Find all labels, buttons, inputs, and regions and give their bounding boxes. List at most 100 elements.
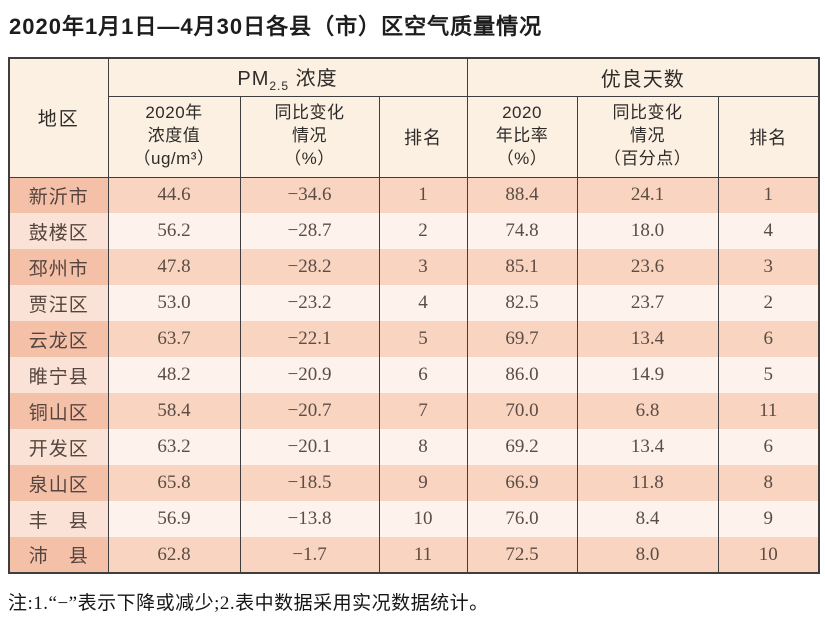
good-ratio-cell: 66.9 — [466, 465, 578, 501]
region-cell: 铜山区 — [8, 393, 109, 429]
pm-change-cell: −23.2 — [239, 285, 380, 321]
table-row: 沛 县 62.8 −1.7 11 72.5 8.0 10 — [8, 537, 820, 573]
table-row: 新沂市 44.6 −34.6 1 88.4 24.1 1 — [8, 177, 820, 213]
good-change-cell: 18.0 — [576, 213, 719, 249]
good-ratio-cell: 69.7 — [466, 321, 578, 357]
table-row: 邳州市 47.8 −28.2 3 85.1 23.6 3 — [8, 249, 820, 285]
table-body: 新沂市 44.6 −34.6 1 88.4 24.1 1 鼓楼区 56.2 −2… — [8, 177, 820, 573]
air-quality-table: 地区 PM2.5 浓度 优良天数 2020年 浓度值 （ug/m³） 同比变化 … — [8, 57, 820, 574]
good-change-cell: 13.4 — [576, 429, 719, 465]
header-line: 2020年 — [145, 103, 203, 123]
table-row: 铜山区 58.4 −20.7 7 70.0 6.8 11 — [8, 393, 820, 429]
pm-change-cell: −20.7 — [239, 393, 380, 429]
pm-rank-cell: 10 — [378, 501, 468, 537]
pm-rank-cell: 4 — [378, 285, 468, 321]
good-change-cell: 14.9 — [576, 357, 719, 393]
good-rank-cell: 1 — [717, 177, 820, 213]
header-line: （ug/m³） — [133, 148, 215, 168]
good-ratio-cell: 74.8 — [466, 213, 578, 249]
column-header-pm-rank: 排名 — [378, 96, 468, 178]
footnote: 注:1.“−”表示下降或减少;2.表中数据采用实况数据统计。 — [8, 593, 489, 614]
good-change-cell: 11.8 — [576, 465, 719, 501]
good-change-cell: 23.7 — [576, 285, 719, 321]
region-cell: 泉山区 — [8, 465, 109, 501]
column-group-good-days: 优良天数 — [466, 58, 820, 97]
good-rank-cell: 8 — [717, 465, 820, 501]
column-header-region: 地区 — [8, 58, 109, 178]
header-line: （百分点） — [603, 148, 692, 168]
pm-change-cell: −34.6 — [239, 177, 380, 213]
good-rank-cell: 9 — [717, 501, 820, 537]
header-line: （%） — [496, 148, 548, 168]
pm-change-cell: −1.7 — [239, 537, 380, 573]
pm-value-cell: 63.7 — [107, 321, 241, 357]
pm-value-cell: 44.6 — [107, 177, 241, 213]
pm-rank-cell: 3 — [378, 249, 468, 285]
pm-value-cell: 53.0 — [107, 285, 241, 321]
pm-value-cell: 63.2 — [107, 429, 241, 465]
good-change-cell: 6.8 — [576, 393, 719, 429]
column-header-good-change: 同比变化 情况 （百分点） — [576, 96, 719, 178]
good-ratio-cell: 86.0 — [466, 357, 578, 393]
pm-value-cell: 48.2 — [107, 357, 241, 393]
header-line: 情况 — [630, 126, 665, 146]
good-ratio-cell: 69.2 — [466, 429, 578, 465]
good-ratio-cell: 72.5 — [466, 537, 578, 573]
good-rank-cell: 4 — [717, 213, 820, 249]
region-cell: 开发区 — [8, 429, 109, 465]
good-rank-cell: 3 — [717, 249, 820, 285]
column-header-good-rank: 排名 — [717, 96, 820, 178]
region-cell: 贾汪区 — [8, 285, 109, 321]
region-cell: 睢宁县 — [8, 357, 109, 393]
region-cell: 沛 县 — [8, 537, 109, 573]
good-ratio-cell: 76.0 — [466, 501, 578, 537]
header-line: 年比率 — [495, 126, 549, 146]
pm-value-cell: 58.4 — [107, 393, 241, 429]
good-change-cell: 13.4 — [576, 321, 719, 357]
pm-value-cell: 65.8 — [107, 465, 241, 501]
good-ratio-cell: 88.4 — [466, 177, 578, 213]
pm25-label-subscript: 2.5 — [269, 78, 290, 93]
table-row: 鼓楼区 56.2 −28.7 2 74.8 18.0 4 — [8, 213, 820, 249]
pm-change-cell: −20.1 — [239, 429, 380, 465]
region-cell: 鼓楼区 — [8, 213, 109, 249]
header-line: （%） — [284, 148, 335, 168]
region-cell: 邳州市 — [8, 249, 109, 285]
pm25-label-suffix: 浓度 — [295, 67, 338, 90]
good-change-cell: 8.0 — [576, 537, 719, 573]
table-row: 云龙区 63.7 −22.1 5 69.7 13.4 6 — [8, 321, 820, 357]
pm-rank-cell: 5 — [378, 321, 468, 357]
good-rank-cell: 10 — [717, 537, 820, 573]
pm-change-cell: −28.7 — [239, 213, 380, 249]
pm-change-cell: −22.1 — [239, 321, 380, 357]
column-header-good-ratio: 2020 年比率 （%） — [466, 96, 578, 178]
region-cell: 云龙区 — [8, 321, 109, 357]
column-group-pm25: PM2.5 浓度 — [107, 58, 468, 97]
table-row: 开发区 63.2 −20.1 8 69.2 13.4 6 — [8, 429, 820, 465]
pm-value-cell: 56.2 — [107, 213, 241, 249]
pm-change-cell: −18.5 — [239, 465, 380, 501]
good-rank-cell: 2 — [717, 285, 820, 321]
good-change-cell: 23.6 — [576, 249, 719, 285]
table-row: 泉山区 65.8 −18.5 9 66.9 11.8 8 — [8, 465, 820, 501]
pm-rank-cell: 1 — [378, 177, 468, 213]
header-line: 同比变化 — [274, 103, 345, 123]
pm25-label-prefix: PM — [237, 67, 270, 90]
pm-value-cell: 47.8 — [107, 249, 241, 285]
header-line: 同比变化 — [612, 103, 683, 123]
good-change-cell: 8.4 — [576, 501, 719, 537]
good-rank-cell: 6 — [717, 429, 820, 465]
good-rank-cell: 5 — [717, 357, 820, 393]
pm-rank-cell: 8 — [378, 429, 468, 465]
pm-rank-cell: 11 — [378, 537, 468, 573]
column-header-pm-value: 2020年 浓度值 （ug/m³） — [107, 96, 241, 178]
pm-change-cell: −20.9 — [239, 357, 380, 393]
pm-rank-cell: 6 — [378, 357, 468, 393]
header-line: 2020 — [502, 103, 542, 123]
header-line: 情况 — [292, 126, 327, 146]
pm-change-cell: −13.8 — [239, 501, 380, 537]
pm-change-cell: −28.2 — [239, 249, 380, 285]
region-cell: 新沂市 — [8, 177, 109, 213]
column-header-pm-change: 同比变化 情况 （%） — [239, 96, 380, 178]
table-row: 丰 县 56.9 −13.8 10 76.0 8.4 9 — [8, 501, 820, 537]
